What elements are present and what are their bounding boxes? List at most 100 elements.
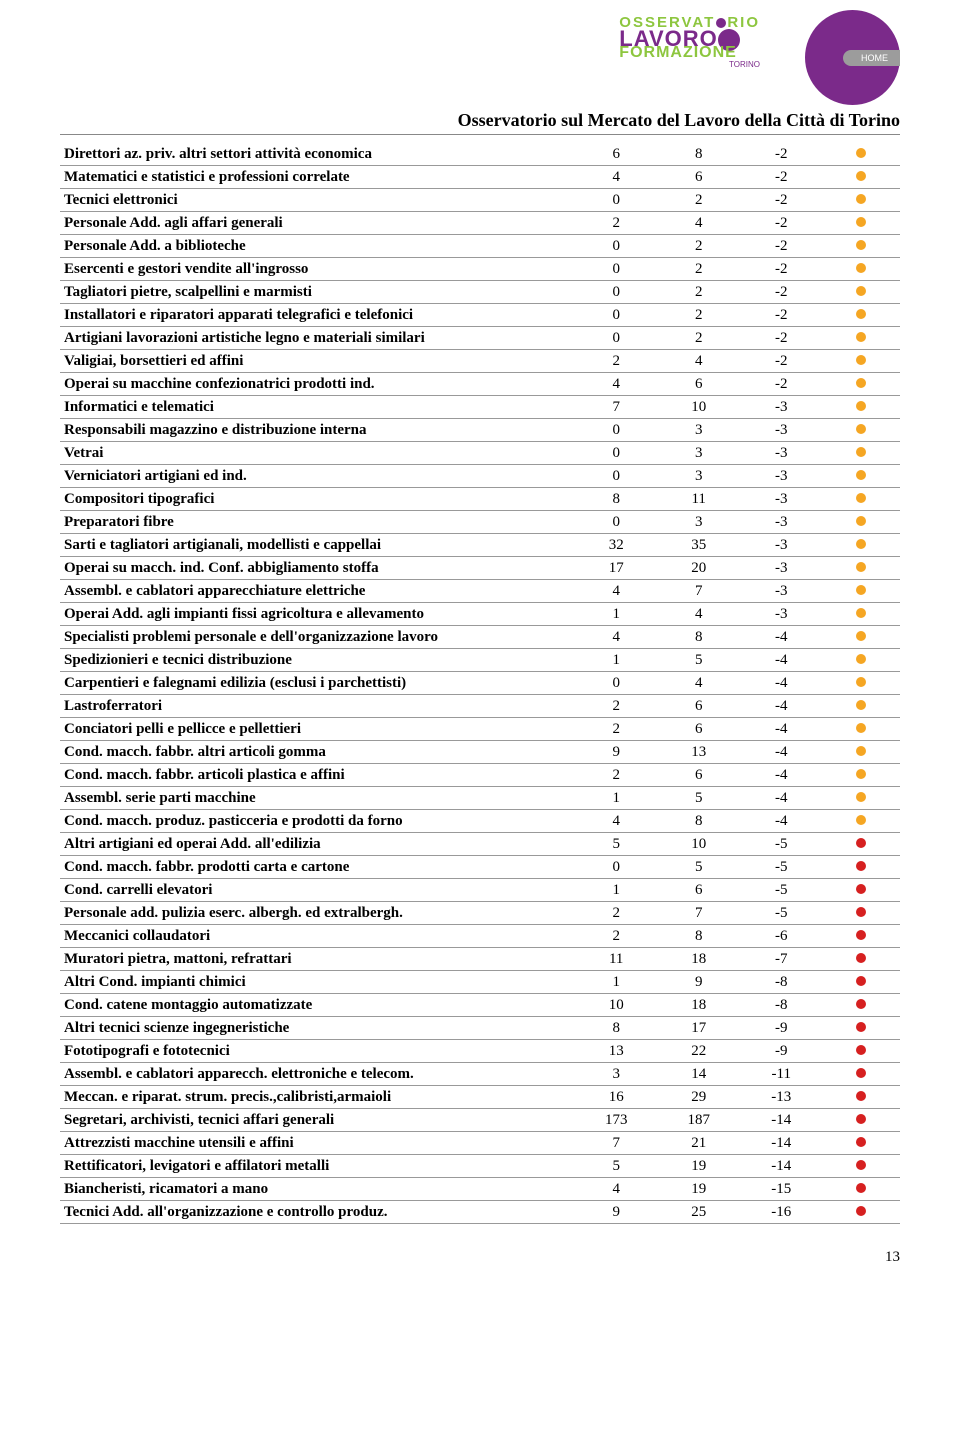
- row-label: Compositori tipografici: [60, 488, 575, 511]
- row-label: Direttori az. priv. altri settori attivi…: [60, 143, 575, 166]
- table-row: Operai su macchine confezionatrici prodo…: [60, 373, 900, 396]
- row-label: Rettificatori, levigatori e affilatori m…: [60, 1155, 575, 1178]
- row-v3: -2: [740, 143, 823, 166]
- table-row: Cond. macch. fabbr. altri articoli gomma…: [60, 741, 900, 764]
- row-v1: 13: [575, 1040, 658, 1063]
- table-row: Cond. macch. fabbr. prodotti carta e car…: [60, 856, 900, 879]
- status-dot-icon: [856, 953, 866, 963]
- row-label: Segretari, archivisti, tecnici affari ge…: [60, 1109, 575, 1132]
- table-row: Installatori e riparatori apparati teleg…: [60, 304, 900, 327]
- table-row: Cond. catene montaggio automatizzate1018…: [60, 994, 900, 1017]
- row-label: Responsabili magazzino e distribuzione i…: [60, 419, 575, 442]
- row-v1: 1: [575, 603, 658, 626]
- row-v1: 3: [575, 1063, 658, 1086]
- row-v1: 7: [575, 1132, 658, 1155]
- row-indicator: [823, 304, 901, 327]
- status-dot-icon: [856, 654, 866, 664]
- row-label: Installatori e riparatori apparati teleg…: [60, 304, 575, 327]
- row-v2: 29: [657, 1086, 740, 1109]
- row-v2: 6: [657, 718, 740, 741]
- row-label: Cond. macch. fabbr. articoli plastica e …: [60, 764, 575, 787]
- row-v3: -3: [740, 580, 823, 603]
- row-v1: 11: [575, 948, 658, 971]
- row-indicator: [823, 258, 901, 281]
- row-v2: 35: [657, 534, 740, 557]
- row-v1: 9: [575, 1201, 658, 1224]
- table-row: Tecnici elettronici02-2: [60, 189, 900, 212]
- row-label: Altri Cond. impianti chimici: [60, 971, 575, 994]
- row-v1: 2: [575, 925, 658, 948]
- row-v3: -7: [740, 948, 823, 971]
- status-dot-icon: [856, 217, 866, 227]
- status-dot-icon: [856, 861, 866, 871]
- row-indicator: [823, 557, 901, 580]
- status-dot-icon: [856, 470, 866, 480]
- row-v1: 2: [575, 212, 658, 235]
- table-row: Valigiai, borsettieri ed affini24-2: [60, 350, 900, 373]
- row-label: Carpentieri e falegnami edilizia (esclus…: [60, 672, 575, 695]
- table-row: Segretari, archivisti, tecnici affari ge…: [60, 1109, 900, 1132]
- row-label: Sarti e tagliatori artigianali, modellis…: [60, 534, 575, 557]
- row-label: Personale add. pulizia eserc. albergh. e…: [60, 902, 575, 925]
- row-indicator: [823, 741, 901, 764]
- row-label: Informatici e telematici: [60, 396, 575, 419]
- status-dot-icon: [856, 1022, 866, 1032]
- row-v2: 2: [657, 235, 740, 258]
- row-indicator: [823, 534, 901, 557]
- row-v2: 3: [657, 511, 740, 534]
- row-v3: -2: [740, 327, 823, 350]
- row-v1: 1: [575, 649, 658, 672]
- row-indicator: [823, 281, 901, 304]
- row-v3: -2: [740, 212, 823, 235]
- row-v1: 0: [575, 465, 658, 488]
- row-label: Cond. macch. produz. pasticceria e prodo…: [60, 810, 575, 833]
- row-v1: 32: [575, 534, 658, 557]
- status-dot-icon: [856, 631, 866, 641]
- row-label: Tecnici elettronici: [60, 189, 575, 212]
- row-v1: 4: [575, 580, 658, 603]
- row-indicator: [823, 603, 901, 626]
- row-label: Personale Add. agli affari generali: [60, 212, 575, 235]
- row-v3: -4: [740, 741, 823, 764]
- row-indicator: [823, 649, 901, 672]
- row-label: Operai su macch. ind. Conf. abbigliament…: [60, 557, 575, 580]
- row-label: Assembl. e cablatori apparecch. elettron…: [60, 1063, 575, 1086]
- table-row: Direttori az. priv. altri settori attivi…: [60, 143, 900, 166]
- row-v1: 9: [575, 741, 658, 764]
- row-indicator: [823, 396, 901, 419]
- row-v2: 6: [657, 695, 740, 718]
- row-v1: 6: [575, 143, 658, 166]
- status-dot-icon: [856, 723, 866, 733]
- row-indicator: [823, 235, 901, 258]
- row-v1: 0: [575, 442, 658, 465]
- row-v2: 6: [657, 764, 740, 787]
- row-v3: -15: [740, 1178, 823, 1201]
- status-dot-icon: [856, 1160, 866, 1170]
- row-indicator: [823, 626, 901, 649]
- table-row: Meccanici collaudatori28-6: [60, 925, 900, 948]
- row-v1: 16: [575, 1086, 658, 1109]
- row-v2: 8: [657, 143, 740, 166]
- row-v3: -2: [740, 304, 823, 327]
- row-v3: -2: [740, 235, 823, 258]
- row-label: Lastroferratori: [60, 695, 575, 718]
- row-label: Conciatori pelli e pellicce e pellettier…: [60, 718, 575, 741]
- status-dot-icon: [856, 286, 866, 296]
- table-row: Operai su macch. ind. Conf. abbigliament…: [60, 557, 900, 580]
- row-v3: -4: [740, 787, 823, 810]
- row-label: Muratori pietra, mattoni, refrattari: [60, 948, 575, 971]
- row-label: Artigiani lavorazioni artistiche legno e…: [60, 327, 575, 350]
- row-v2: 8: [657, 925, 740, 948]
- row-label: Biancheristi, ricamatori a mano: [60, 1178, 575, 1201]
- table-row: Specialisti problemi personale e dell'or…: [60, 626, 900, 649]
- table-row: Tecnici Add. all'organizzazione e contro…: [60, 1201, 900, 1224]
- row-v3: -4: [740, 649, 823, 672]
- row-v2: 22: [657, 1040, 740, 1063]
- status-dot-icon: [856, 240, 866, 250]
- row-label: Meccan. e riparat. strum. precis.,calibr…: [60, 1086, 575, 1109]
- row-label: Cond. carrelli elevatori: [60, 879, 575, 902]
- row-v2: 8: [657, 626, 740, 649]
- row-indicator: [823, 1040, 901, 1063]
- row-v3: -2: [740, 350, 823, 373]
- table-row: Conciatori pelli e pellicce e pellettier…: [60, 718, 900, 741]
